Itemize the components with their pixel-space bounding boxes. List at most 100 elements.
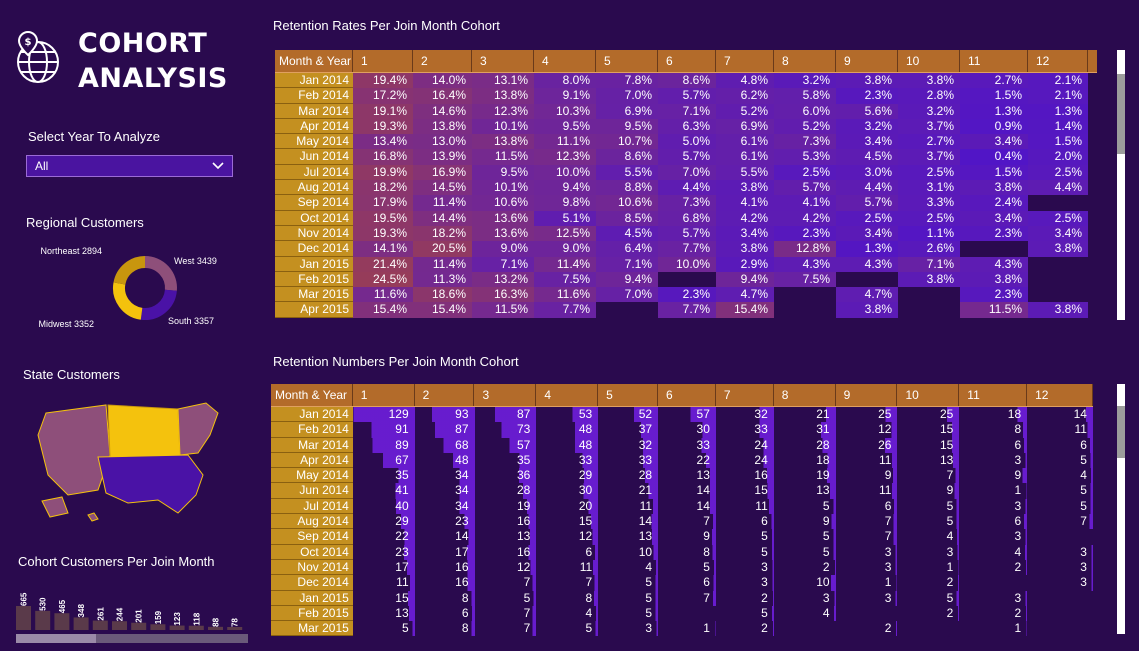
cohort-bar-label: 123 xyxy=(173,612,182,626)
column-header[interactable]: 2 xyxy=(413,50,472,72)
donut-slice-west[interactable] xyxy=(144,256,177,291)
column-header[interactable]: Month & Year xyxy=(275,50,353,72)
cohort-bar[interactable] xyxy=(208,626,223,630)
table-cell: 11.3% xyxy=(413,271,472,288)
table-cell: 15 xyxy=(897,437,960,453)
table-cell xyxy=(898,287,960,302)
table-cell: 2.8% xyxy=(898,88,960,104)
column-header[interactable]: Month & Year xyxy=(271,384,353,406)
table-cell: 37 xyxy=(598,422,659,438)
column-header[interactable]: 5 xyxy=(596,50,658,72)
column-header[interactable]: 3 xyxy=(474,384,537,406)
table-cell: 7 xyxy=(536,575,599,591)
table-cell: 4 xyxy=(598,559,659,576)
table-cell: 30 xyxy=(536,483,599,499)
table-cell: 52 xyxy=(598,407,659,423)
row-month-label: Sep 2014 xyxy=(275,195,353,211)
donut-slice-midwest[interactable] xyxy=(113,282,143,320)
column-header[interactable]: 9 xyxy=(836,384,898,406)
column-header[interactable]: 10 xyxy=(897,384,960,406)
table-cell: 13.6% xyxy=(472,210,534,226)
cohort-bar[interactable] xyxy=(188,625,204,630)
column-header[interactable]: 3 xyxy=(472,50,534,72)
column-header[interactable]: 6 xyxy=(658,384,716,406)
table-cell: 22 xyxy=(352,529,415,545)
rates-scroll-thumb[interactable] xyxy=(1117,74,1125,154)
table-cell: 9.8% xyxy=(534,195,596,211)
table-cell: 2 xyxy=(959,559,1028,576)
row-month-label: Apr 2014 xyxy=(271,452,353,469)
column-header[interactable]: 9 xyxy=(836,50,898,72)
cohort-bar[interactable] xyxy=(92,620,108,630)
table-cell: 17 xyxy=(414,544,475,560)
cohort-bar[interactable] xyxy=(227,627,243,630)
table-cell: 16 xyxy=(474,544,537,560)
donut-slice-northeast[interactable] xyxy=(113,256,146,285)
column-header[interactable]: 6 xyxy=(658,50,716,72)
cohort-bar[interactable] xyxy=(150,624,166,630)
table-cell: 16.9% xyxy=(413,164,472,181)
chevron-down-icon xyxy=(212,162,224,170)
rates-scrollbar[interactable] xyxy=(1117,50,1125,320)
us-states-map[interactable] xyxy=(28,395,228,525)
column-header[interactable]: 8 xyxy=(774,50,836,72)
column-header[interactable]: 5 xyxy=(598,384,659,406)
donut-slice-south[interactable] xyxy=(140,289,177,320)
cohort-bar[interactable] xyxy=(73,617,89,630)
cohort-bar[interactable] xyxy=(16,606,31,630)
table-cell: 24 xyxy=(715,437,774,453)
column-header[interactable]: 11 xyxy=(960,50,1028,72)
table-cell: 35 xyxy=(352,468,415,484)
cohort-bar[interactable] xyxy=(112,621,127,630)
cohort-bar[interactable] xyxy=(54,613,70,630)
donut-label-west: West 3439 xyxy=(174,256,217,266)
year-select[interactable]: All xyxy=(26,155,233,177)
table-cell: 9.5% xyxy=(472,164,534,181)
column-header[interactable]: 2 xyxy=(415,384,475,406)
table-cell: 2.4% xyxy=(960,195,1028,211)
table-cell: 41 xyxy=(352,483,415,499)
numbers-scrollbar[interactable] xyxy=(1117,384,1125,634)
cohort-scroll-thumb[interactable] xyxy=(16,634,96,643)
column-header[interactable]: 7 xyxy=(716,50,774,72)
table-cell: 1.3% xyxy=(960,103,1028,119)
column-header[interactable]: 4 xyxy=(534,50,596,72)
row-month-label: Oct 2014 xyxy=(275,210,353,226)
column-header[interactable]: 8 xyxy=(774,384,836,406)
row-month-label: Aug 2014 xyxy=(275,180,353,196)
table-cell: 3 xyxy=(959,452,1028,469)
table-cell: 23 xyxy=(352,544,415,560)
row-month-label: Mar 2014 xyxy=(275,103,353,119)
table-cell: 1.5% xyxy=(1028,134,1088,150)
cohort-bar[interactable] xyxy=(35,610,51,630)
numbers-scroll-thumb[interactable] xyxy=(1117,406,1125,458)
cohort-bar[interactable] xyxy=(169,625,185,630)
cohort-scrollbar[interactable] xyxy=(16,634,248,643)
table-cell: 5.7% xyxy=(658,88,716,104)
column-header[interactable]: 12 xyxy=(1027,384,1093,406)
row-month-label: Jan 2014 xyxy=(271,407,353,423)
column-header[interactable]: 11 xyxy=(959,384,1028,406)
column-header[interactable]: 12 xyxy=(1028,50,1088,72)
column-header[interactable]: 1 xyxy=(353,50,413,72)
cohort-bar[interactable] xyxy=(131,622,147,630)
table-cell: 14.4% xyxy=(413,210,472,226)
row-month-label: Jun 2014 xyxy=(275,149,353,165)
column-header[interactable]: 4 xyxy=(536,384,599,406)
table-cell: 7.1% xyxy=(898,256,960,272)
table-cell: 2.0% xyxy=(1028,149,1088,165)
column-header[interactable]: 1 xyxy=(353,384,415,406)
table-cell: 2.3% xyxy=(960,225,1028,242)
table-cell: 15 xyxy=(897,422,960,438)
table-cell: 4.5% xyxy=(836,149,898,165)
table-cell: 8.6% xyxy=(658,73,716,89)
table-cell: 9 xyxy=(658,529,716,545)
row-month-label: Feb 2015 xyxy=(275,271,353,288)
table-cell: 2 xyxy=(715,621,774,637)
table-cell: 14 xyxy=(1027,407,1093,423)
column-header[interactable]: 10 xyxy=(898,50,960,72)
table-cell: 2.5% xyxy=(836,210,898,226)
column-header[interactable]: 7 xyxy=(716,384,774,406)
table-cell: 3.8% xyxy=(960,180,1028,196)
table-cell: 3.4% xyxy=(836,225,898,242)
